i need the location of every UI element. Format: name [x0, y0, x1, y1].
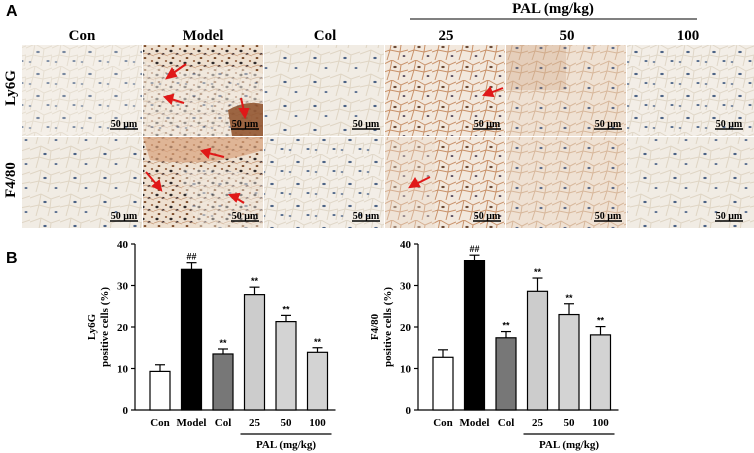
micrograph-f480-50: [506, 137, 626, 228]
micrograph-ly6g-model: [143, 45, 263, 136]
micrograph-ly6g-25: [385, 45, 505, 136]
y-tick-label: 0: [406, 405, 412, 417]
scale-bar-label: 50 μm: [474, 119, 501, 130]
scale-bars: 50 μm 50 μm 50 μm 50 μm 50 μm 50 μm 50 μm 50 μm…: [110, 119, 743, 222]
bar: [495, 337, 517, 411]
bar: [463, 260, 486, 411]
category-label: 100: [309, 417, 326, 429]
category-label: Model: [460, 417, 490, 429]
arrow-icon: [145, 171, 163, 192]
chart-ly6g: 0 10 20 30 40 Ly6G positive cells (%) Con ## Mode…: [86, 239, 336, 451]
category-label: 50: [281, 417, 293, 429]
column-label-col: Col: [314, 28, 337, 44]
significance-label: **: [314, 337, 322, 347]
bar: [275, 321, 297, 411]
row-label-ly6g: Ly6G: [3, 70, 19, 106]
y-tick-label: 30: [400, 281, 412, 293]
micrograph-ly6g-50: [506, 45, 626, 136]
significance-label: **: [534, 267, 542, 277]
significance-label: ##: [469, 244, 479, 254]
micrograph-f480-col: [264, 137, 384, 228]
category-label: 25: [249, 417, 261, 429]
pal-group-header: PAL (mg/kg): [512, 1, 594, 17]
arrow-icon: [165, 63, 187, 80]
y-axis-label: F4/80: [369, 313, 381, 340]
bar: [558, 313, 580, 411]
column-label-25: 25: [439, 28, 454, 44]
y-tick-label: 20: [400, 322, 412, 334]
scale-bar-label: 50 μm: [595, 119, 622, 130]
micrograph-f480-100: [627, 137, 754, 228]
category-label: Col: [498, 417, 515, 429]
y-tick-label: 10: [400, 364, 412, 376]
micrograph-ly6g-100: [627, 45, 754, 136]
row-label-f480: F4/80: [3, 162, 19, 198]
y-tick-label: 0: [123, 405, 129, 417]
y-tick-label: 40: [400, 239, 412, 251]
bar: [589, 334, 612, 411]
arrow-icon: [482, 86, 504, 98]
significance-label: **: [282, 304, 290, 314]
y-tick-label: 20: [117, 322, 129, 334]
scale-bar-label: 50 μm: [111, 211, 138, 222]
y-tick-label: 30: [117, 281, 129, 293]
category-label: Model: [177, 417, 207, 429]
column-label-50: 50: [560, 28, 575, 44]
arrow-icon: [408, 176, 431, 189]
scale-bar-label: 50 μm: [595, 211, 622, 222]
scale-bar-label: 50 μm: [232, 119, 259, 130]
category-label: Col: [215, 417, 232, 429]
significance-label: **: [251, 276, 259, 286]
arrow-icon: [200, 147, 225, 159]
chart-f480: 0 10 20 30 40 F4/80 positive cells (%) Con ## Mod…: [369, 239, 619, 451]
category-label: 50: [564, 417, 576, 429]
arrow-icon: [227, 192, 245, 204]
bar: [306, 351, 329, 411]
scale-bar-label: 50 μm: [474, 211, 501, 222]
arrow-icon: [163, 93, 185, 105]
annotation-arrows: [145, 63, 504, 204]
bar: [149, 370, 171, 411]
category-label: Con: [150, 417, 170, 429]
scale-bar-label: 50 μm: [353, 119, 380, 130]
significance-label: **: [502, 321, 510, 331]
y-axis-label: positive cells (%): [99, 287, 111, 367]
panel-b-letter: B: [6, 250, 18, 267]
scale-bar-label: 50 μm: [353, 211, 380, 222]
group-label: PAL (mg/kg): [256, 439, 316, 451]
micrograph-ly6g-col: [264, 45, 384, 136]
y-tick-label: 40: [117, 239, 129, 251]
group-label: PAL (mg/kg): [539, 439, 599, 451]
column-label-con: Con: [69, 28, 96, 44]
y-axis-label: positive cells (%): [382, 287, 394, 367]
category-label: 25: [532, 417, 544, 429]
bar: [432, 356, 454, 411]
significance-label: **: [565, 293, 573, 303]
y-axis-label: Ly6G: [86, 313, 98, 340]
bar: [180, 268, 203, 411]
scale-bar-label: 50 μm: [111, 119, 138, 130]
column-label-100: 100: [677, 28, 700, 44]
significance-label: **: [597, 316, 605, 326]
scale-bar-label: 50 μm: [232, 211, 259, 222]
micrograph-f480-25: [385, 137, 505, 228]
panel-a-letter: A: [6, 3, 18, 20]
category-label: Con: [433, 417, 453, 429]
bar: [212, 353, 234, 411]
bar: [526, 290, 549, 411]
category-label: 100: [592, 417, 609, 429]
arrow-icon: [238, 97, 250, 120]
scale-bar-label: 50 μm: [716, 119, 743, 130]
y-tick-label: 10: [117, 364, 129, 376]
scale-bar-label: 50 μm: [716, 211, 743, 222]
column-label-model: Model: [183, 28, 224, 44]
bar: [243, 294, 266, 411]
micrograph-ly6g-con: [22, 45, 142, 136]
significance-label: **: [219, 338, 227, 348]
significance-label: ##: [186, 252, 196, 262]
micrograph-f480-con: [22, 137, 142, 228]
